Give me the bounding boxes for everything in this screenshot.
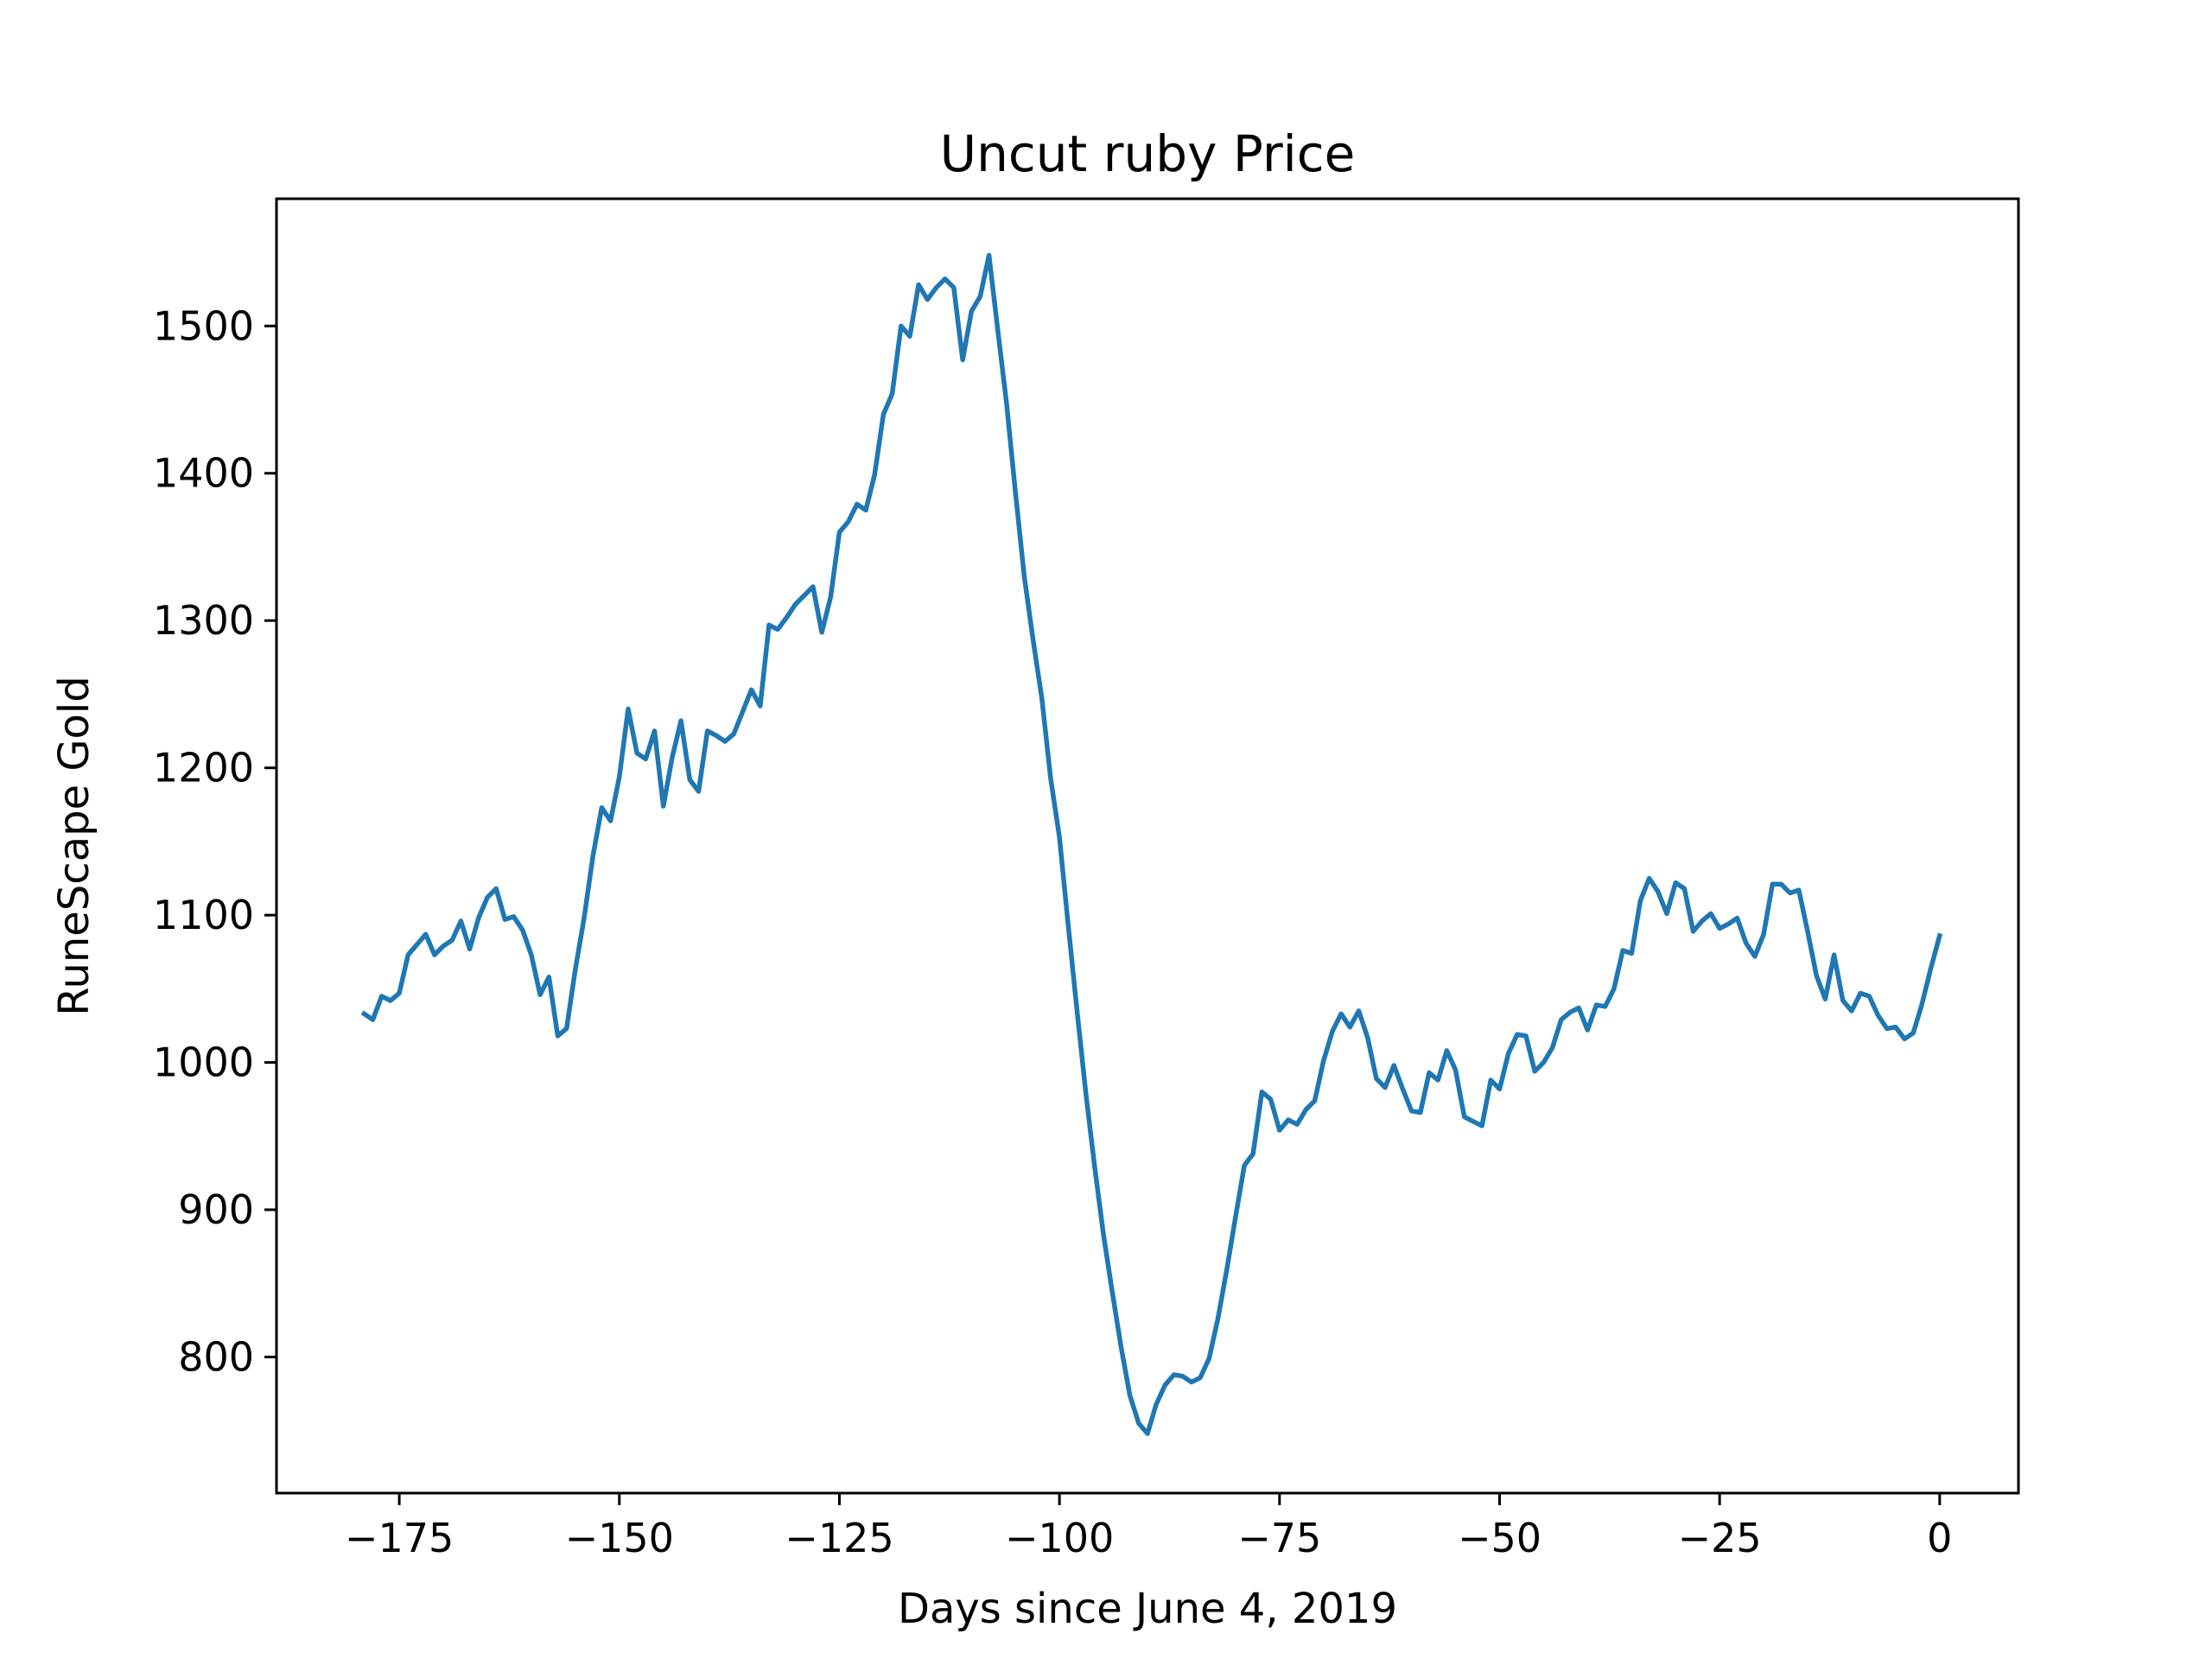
y-tick-label: 1400 (153, 450, 254, 497)
x-tick-label: −125 (785, 1515, 893, 1561)
y-tick-label: 800 (178, 1333, 254, 1380)
y-tick-label: 1000 (153, 1039, 254, 1086)
y-tick-label: 1300 (153, 597, 254, 644)
x-tick-label: −150 (565, 1515, 674, 1561)
y-tick-label: 1500 (153, 302, 254, 349)
y-tick-label: 1100 (153, 892, 254, 938)
x-tick-label: −25 (1678, 1515, 1762, 1561)
y-tick-label: 1200 (153, 745, 254, 791)
plot-area (360, 252, 1943, 1436)
chart-title: Uncut ruby Price (940, 124, 1356, 183)
x-tick-label: −175 (345, 1515, 454, 1561)
x-tick-label: −75 (1237, 1515, 1321, 1561)
x-tick-label: 0 (1927, 1515, 1952, 1561)
x-tick-label: −50 (1458, 1515, 1541, 1561)
axes-frame (275, 197, 2020, 1495)
x-axis-label: Days since June 4, 2019 (898, 1585, 1397, 1633)
y-axis-label: RuneScape Gold (50, 676, 99, 1015)
x-tick-label: −100 (1005, 1515, 1114, 1561)
x-axis-ticks: −175 −150 −125 −100 −75 −50 −25 0 (345, 1493, 1952, 1561)
y-axis-ticks: 800 900 1000 1100 1200 1300 1400 1500 (153, 302, 276, 1380)
price-series-line (360, 252, 1943, 1436)
y-tick-label: 900 (178, 1186, 254, 1233)
